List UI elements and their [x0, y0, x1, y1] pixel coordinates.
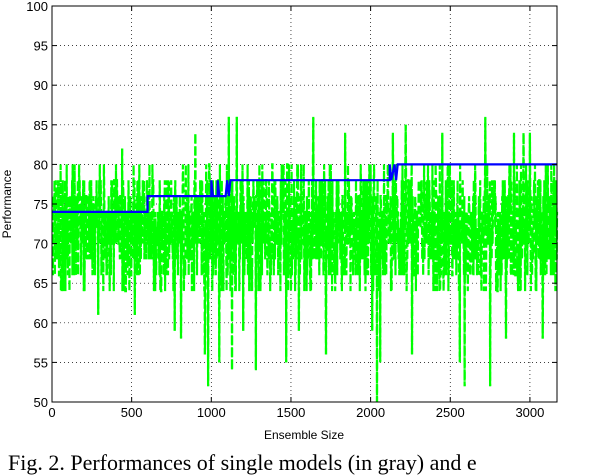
x-axis-label: Ensemble Size [264, 428, 344, 442]
x-tick-label: 3000 [515, 405, 544, 420]
y-tick-label: 65 [34, 276, 48, 291]
y-tick-label: 55 [34, 355, 48, 370]
x-tick-label: 500 [121, 405, 143, 420]
y-tick-label: 90 [34, 78, 48, 93]
y-tick-label: 95 [34, 39, 48, 54]
figure-caption: Fig. 2. Performances of single models (i… [8, 450, 477, 475]
ensemble-step-line [52, 163, 557, 213]
x-tick-label: 0 [48, 405, 55, 420]
x-tick-label: 1500 [276, 405, 305, 420]
y-tick-label: 50 [34, 395, 48, 410]
ensemble-series [52, 163, 557, 213]
y-tick-label: 60 [34, 316, 48, 331]
y-tick-label: 100 [26, 0, 48, 14]
single-models-line [51, 116, 559, 403]
single-models-series [51, 116, 559, 403]
x-ticks: 0 500 1000 1500 2000 2500 3000 [48, 6, 544, 420]
y-tick-label: 80 [34, 157, 48, 172]
x-tick-label: 1000 [197, 405, 226, 420]
performance-chart: 0 500 1000 1500 2000 2500 3000 50 55 60 65 70 75 80 8… [0, 0, 559, 442]
y-axis-label: Performance [0, 169, 14, 238]
x-tick-label: 2500 [436, 405, 465, 420]
y-ticks: 50 55 60 65 70 75 80 85 90 95 100 [26, 0, 557, 410]
y-tick-label: 70 [34, 237, 48, 252]
x-tick-label: 2000 [356, 405, 385, 420]
y-tick-label: 75 [34, 197, 48, 212]
y-tick-label: 85 [34, 118, 48, 133]
